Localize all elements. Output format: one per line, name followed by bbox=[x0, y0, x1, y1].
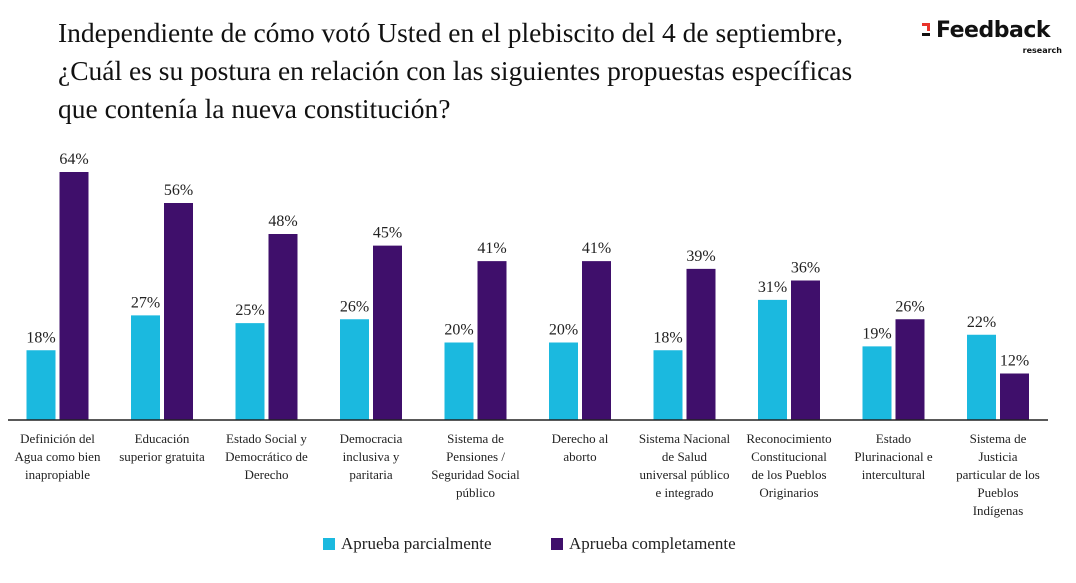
bar-partial-4 bbox=[444, 342, 474, 420]
bar-chart: 18% 64% Definición del Agua como bien inapro… bbox=[8, 151, 1048, 518]
category-label-2: Estado Social y Democrático de Derecho bbox=[225, 431, 308, 482]
legend-swatch-complete bbox=[551, 538, 563, 550]
category-label-4: Sistema de Pensiones / Seguridad Social púb… bbox=[431, 431, 520, 500]
data-label-complete-0: 64% bbox=[59, 151, 88, 168]
data-label-partial-9: 22% bbox=[967, 314, 996, 331]
logo-wordmark: Feedback bbox=[936, 18, 1051, 43]
chart-title: Independiente de cómo votó Usted en el p… bbox=[58, 17, 853, 124]
category-label-5: Derecho al aborto bbox=[552, 431, 609, 464]
data-label-complete-7: 36% bbox=[791, 260, 820, 277]
legend-item-partial: Aprueba parcialmente bbox=[323, 534, 492, 554]
legend: Aprueba parcialmente Aprueba completamen… bbox=[0, 534, 1076, 556]
category-label-8: Estado Plurinacional e intercultural bbox=[854, 431, 933, 482]
bar-complete-0 bbox=[59, 172, 89, 420]
bar-complete-9 bbox=[1000, 373, 1029, 420]
bar-complete-7 bbox=[791, 280, 820, 420]
bar-complete-6 bbox=[686, 268, 716, 420]
logo-subtitle: research bbox=[1022, 46, 1062, 55]
data-label-complete-6: 39% bbox=[686, 248, 715, 265]
bar-partial-1 bbox=[131, 315, 160, 420]
bar-partial-7 bbox=[758, 299, 787, 420]
data-label-partial-1: 27% bbox=[131, 294, 160, 311]
bar-partial-9 bbox=[967, 334, 996, 420]
category-label-0: Definición del Agua como bien inapropiable bbox=[15, 431, 101, 482]
legend-swatch-partial bbox=[323, 538, 335, 550]
bar-partial-8 bbox=[862, 346, 892, 420]
data-label-partial-0: 18% bbox=[26, 329, 55, 346]
bar-partial-0 bbox=[26, 350, 56, 420]
data-label-complete-9: 12% bbox=[1000, 353, 1029, 370]
logo-mark-icon bbox=[922, 23, 930, 36]
bar-partial-2 bbox=[235, 323, 265, 420]
data-label-partial-3: 26% bbox=[340, 298, 369, 315]
data-label-complete-4: 41% bbox=[477, 240, 506, 257]
data-label-partial-2: 25% bbox=[235, 302, 264, 319]
category-label-1: Educación superior gratuita bbox=[119, 431, 205, 464]
category-label-3: Democracia inclusiva y paritaria bbox=[340, 431, 403, 482]
legend-label-complete: Aprueba completamente bbox=[569, 534, 736, 553]
data-label-partial-7: 31% bbox=[758, 279, 787, 296]
data-label-complete-1: 56% bbox=[164, 182, 193, 199]
bar-complete-3 bbox=[373, 245, 402, 420]
bar-partial-5 bbox=[549, 342, 578, 420]
bar-complete-1 bbox=[164, 203, 193, 420]
data-label-partial-4: 20% bbox=[444, 322, 473, 339]
data-label-complete-2: 48% bbox=[268, 213, 297, 230]
category-label-6: Sistema Nacional de Salud universal públic… bbox=[639, 431, 731, 500]
bar-partial-6 bbox=[653, 350, 683, 420]
bar-complete-8 bbox=[895, 319, 925, 420]
data-label-complete-3: 45% bbox=[373, 225, 402, 242]
bar-partial-3 bbox=[340, 319, 369, 420]
category-label-7: Reconocimiento Constitucional de los Puebl… bbox=[746, 431, 831, 500]
legend-label-partial: Aprueba parcialmente bbox=[341, 534, 492, 553]
bar-complete-2 bbox=[268, 234, 298, 420]
data-label-complete-5: 41% bbox=[582, 240, 611, 257]
data-label-complete-8: 26% bbox=[895, 298, 924, 315]
data-label-partial-5: 20% bbox=[549, 322, 578, 339]
bar-complete-5 bbox=[582, 261, 611, 420]
data-label-partial-8: 19% bbox=[862, 325, 891, 342]
data-label-partial-6: 18% bbox=[653, 329, 682, 346]
category-label-9: Sistema de Justicia particular de los Puebl… bbox=[956, 431, 1040, 518]
bar-complete-4 bbox=[477, 261, 507, 420]
feedback-logo: Feedback research bbox=[922, 18, 1062, 60]
legend-item-complete: Aprueba completamente bbox=[551, 534, 736, 554]
